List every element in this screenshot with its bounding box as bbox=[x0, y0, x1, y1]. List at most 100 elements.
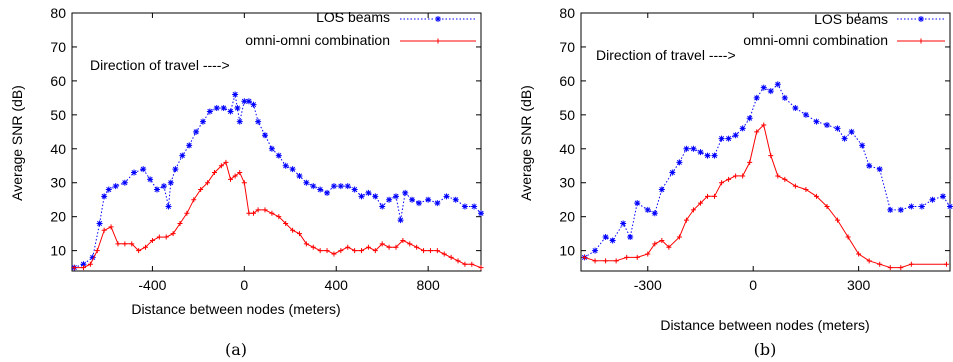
data-point bbox=[413, 244, 420, 251]
legend-line-omni bbox=[400, 38, 476, 44]
y-axis-label: Average SNR (dB) bbox=[9, 85, 25, 201]
legend-marker bbox=[918, 38, 924, 44]
caption-a: (a) bbox=[225, 340, 247, 359]
x-tick-label: -400 bbox=[138, 277, 166, 293]
data-point bbox=[767, 152, 774, 159]
data-point bbox=[433, 199, 441, 207]
data-point bbox=[121, 240, 128, 247]
data-point bbox=[897, 264, 904, 271]
data-point bbox=[718, 179, 725, 186]
x-axis-label: Distance between nodes (meters) bbox=[131, 301, 340, 317]
data-point bbox=[675, 158, 683, 166]
x-tick-label: 0 bbox=[240, 277, 248, 293]
data-point bbox=[781, 94, 789, 102]
data-point bbox=[199, 118, 207, 126]
y-tick-label: 10 bbox=[50, 243, 66, 259]
data-point bbox=[725, 176, 732, 183]
chart-b: 10 20 30 40 50 60 70 80 -300 0 300 Average SNR (dB… bbox=[518, 5, 953, 359]
data-point bbox=[939, 192, 947, 200]
data-point bbox=[633, 199, 641, 207]
data-point bbox=[732, 131, 740, 139]
data-point bbox=[386, 244, 393, 251]
data-point bbox=[886, 206, 894, 214]
data-point bbox=[397, 216, 405, 224]
data-point bbox=[689, 145, 697, 153]
legend-marker bbox=[917, 15, 925, 23]
data-point bbox=[317, 247, 324, 254]
data-point bbox=[108, 223, 115, 230]
data-point bbox=[289, 165, 297, 173]
data-point bbox=[651, 209, 659, 217]
y-tick-label: 50 bbox=[50, 107, 66, 123]
data-point bbox=[233, 104, 241, 112]
data-point bbox=[477, 209, 485, 217]
data-point bbox=[461, 261, 468, 268]
data-point bbox=[94, 247, 101, 254]
data-point bbox=[732, 172, 739, 179]
y-tick-label: 30 bbox=[559, 175, 575, 191]
data-point bbox=[591, 247, 599, 255]
data-point bbox=[105, 186, 113, 194]
data-point bbox=[408, 196, 416, 204]
data-point bbox=[160, 182, 168, 190]
data-point bbox=[330, 182, 338, 190]
y-tick-label: 60 bbox=[559, 73, 575, 89]
legend-line-omni bbox=[897, 38, 945, 44]
data-point bbox=[461, 203, 469, 210]
data-point bbox=[823, 121, 831, 129]
data-point bbox=[644, 206, 652, 214]
legend-label-omni: omni-omni combination bbox=[245, 32, 390, 48]
data-point bbox=[100, 192, 108, 200]
legend-marker bbox=[435, 38, 441, 44]
series-layer bbox=[70, 90, 485, 272]
chart-a: 10 20 30 40 50 60 70 80 -400 0 400 800 Average SNR … bbox=[9, 5, 485, 359]
data-point bbox=[324, 247, 331, 254]
direction-annotation: Direction of travel ----> bbox=[90, 57, 230, 73]
y-tick-label: 70 bbox=[50, 39, 66, 55]
x-tick-label: 800 bbox=[416, 277, 440, 293]
data-point bbox=[167, 179, 175, 187]
x-tick-label: 400 bbox=[325, 277, 349, 293]
data-point bbox=[323, 189, 331, 197]
data-point bbox=[365, 244, 372, 251]
data-point bbox=[245, 97, 253, 105]
data-point bbox=[330, 251, 337, 258]
data-point bbox=[609, 236, 617, 244]
data-point bbox=[364, 189, 372, 197]
data-point bbox=[876, 261, 883, 268]
data-point bbox=[424, 196, 432, 204]
data-point bbox=[385, 196, 393, 204]
data-point bbox=[268, 145, 276, 153]
data-point bbox=[592, 257, 599, 264]
data-point bbox=[626, 233, 634, 241]
data-point bbox=[87, 261, 94, 268]
data-point bbox=[774, 172, 781, 179]
direction-annotation: Direction of travel ----> bbox=[596, 47, 736, 63]
data-point bbox=[908, 261, 915, 268]
data-point bbox=[213, 104, 221, 112]
data-point bbox=[261, 131, 269, 139]
data-point bbox=[156, 234, 163, 241]
data-point bbox=[227, 107, 235, 115]
data-point bbox=[711, 152, 719, 160]
y-axis-label: Average SNR (dB) bbox=[518, 85, 534, 201]
data-point bbox=[791, 104, 799, 112]
data-point bbox=[96, 219, 104, 227]
data-point bbox=[858, 141, 866, 149]
data-point bbox=[254, 118, 262, 126]
data-point bbox=[401, 189, 409, 197]
data-point bbox=[434, 247, 441, 254]
series-omni-omni bbox=[581, 122, 950, 271]
data-point bbox=[802, 111, 810, 119]
data-point bbox=[668, 169, 676, 177]
data-point bbox=[711, 193, 718, 200]
legend: LOS beams omni-omni combination bbox=[245, 9, 476, 48]
plot-frame bbox=[580, 12, 951, 272]
y-tick-label: 10 bbox=[559, 243, 575, 259]
data-point bbox=[163, 234, 170, 241]
data-point bbox=[448, 254, 455, 261]
y-tick-label: 80 bbox=[50, 5, 66, 21]
data-point bbox=[834, 124, 842, 132]
data-point bbox=[739, 124, 747, 132]
data-point bbox=[845, 234, 852, 241]
